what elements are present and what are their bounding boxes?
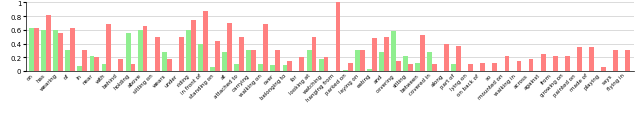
Bar <box>553 56 557 71</box>
Bar <box>516 61 522 71</box>
Bar <box>234 65 239 71</box>
Bar <box>239 37 244 71</box>
Bar <box>577 48 582 71</box>
Bar <box>58 34 63 71</box>
Bar <box>468 65 473 71</box>
Bar <box>275 51 280 71</box>
Bar <box>348 63 353 71</box>
Bar <box>46 16 51 71</box>
Bar <box>106 25 111 71</box>
Bar <box>191 20 196 71</box>
Bar <box>227 24 232 71</box>
Bar <box>360 51 365 71</box>
Bar <box>83 51 87 71</box>
Bar <box>492 63 497 71</box>
Bar <box>324 58 328 71</box>
Bar <box>167 59 172 71</box>
Bar <box>391 32 396 71</box>
Bar <box>481 63 485 71</box>
Bar <box>94 58 99 71</box>
Bar <box>125 34 131 71</box>
Bar <box>29 29 34 71</box>
Bar <box>319 59 324 71</box>
Bar <box>428 52 432 71</box>
Bar <box>432 65 437 71</box>
Bar <box>415 63 420 71</box>
Bar <box>335 3 340 71</box>
Bar <box>372 39 377 71</box>
Bar <box>118 59 124 71</box>
Bar <box>307 51 312 71</box>
Bar <box>162 52 167 71</box>
Bar <box>613 51 618 71</box>
Bar <box>259 65 263 71</box>
Bar <box>408 65 413 71</box>
Bar <box>287 61 292 71</box>
Bar <box>355 51 360 71</box>
Bar <box>420 36 425 71</box>
Bar <box>186 31 191 71</box>
Bar <box>263 25 268 71</box>
Bar <box>384 37 388 71</box>
Bar <box>90 56 94 71</box>
Bar <box>271 66 275 71</box>
Bar <box>251 51 256 71</box>
Bar <box>131 65 136 71</box>
Bar <box>143 27 147 71</box>
Bar <box>343 70 348 71</box>
Bar <box>77 67 83 71</box>
Bar <box>565 56 570 71</box>
Bar <box>53 31 58 71</box>
Bar <box>625 51 630 71</box>
Bar <box>222 52 227 71</box>
Bar <box>203 12 208 71</box>
Bar <box>210 68 215 71</box>
Bar <box>246 51 251 71</box>
Bar <box>300 58 304 71</box>
Bar <box>198 44 203 71</box>
Bar <box>65 51 70 71</box>
Bar <box>70 29 75 71</box>
Bar <box>403 56 408 71</box>
Bar <box>541 54 545 71</box>
Bar <box>504 56 509 71</box>
Bar <box>282 66 287 71</box>
Bar <box>456 46 461 71</box>
Bar <box>102 65 106 71</box>
Bar <box>312 37 316 71</box>
Bar <box>367 69 372 71</box>
Bar <box>451 65 456 71</box>
Bar <box>215 42 220 71</box>
Bar <box>396 61 401 71</box>
Bar <box>155 37 159 71</box>
Bar <box>138 31 143 71</box>
Bar <box>379 52 384 71</box>
Bar <box>42 31 46 71</box>
Bar <box>34 29 39 71</box>
Bar <box>589 48 594 71</box>
Bar <box>444 44 449 71</box>
Bar <box>601 68 606 71</box>
Bar <box>179 37 184 71</box>
Bar <box>529 59 534 71</box>
